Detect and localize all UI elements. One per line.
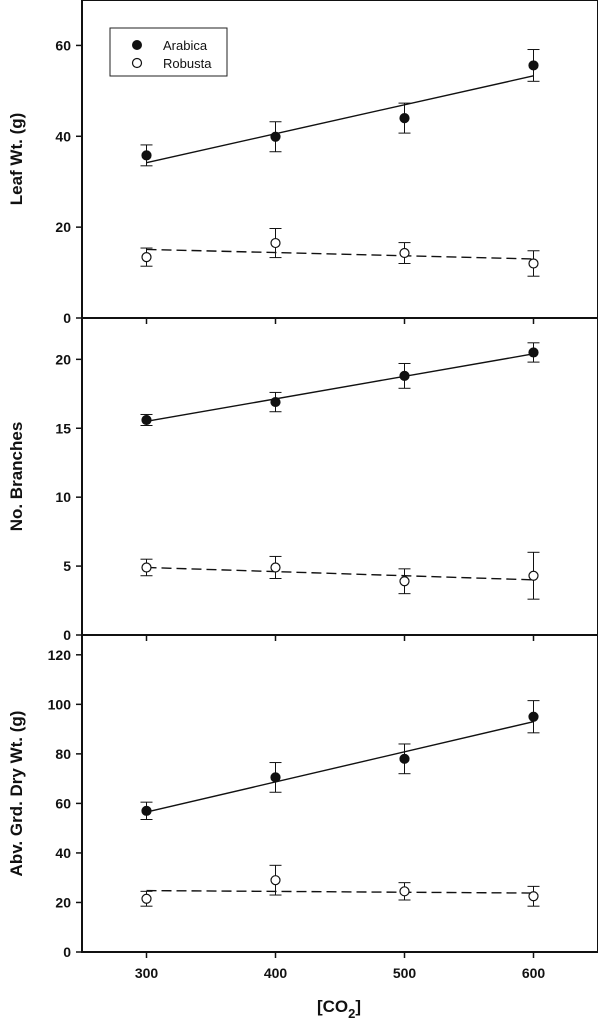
legend-label-arabica: Arabica bbox=[163, 38, 208, 53]
panel-1: 0 20 40 60 Leaf Wt. (g) bbox=[7, 0, 598, 326]
y-tick-label: 100 bbox=[48, 696, 72, 712]
legend-frame bbox=[109, 27, 228, 77]
arabica-data-point bbox=[399, 370, 410, 381]
y-tick-label: 0 bbox=[63, 627, 71, 643]
arabica-data-point bbox=[399, 113, 410, 124]
series-robusta bbox=[140, 551, 540, 600]
plot-frame bbox=[81, 634, 598, 953]
arabica-data-point bbox=[399, 753, 410, 764]
robusta-fit-line bbox=[146, 248, 534, 260]
robusta-data-point bbox=[528, 258, 539, 269]
robusta-fit-line bbox=[146, 566, 534, 581]
series-arabica bbox=[140, 49, 540, 167]
series-robusta bbox=[140, 864, 540, 907]
x-axis-title-close: ] bbox=[355, 997, 361, 1016]
panel-3: 0 20 40 60 80 100 120 300 400 500 600 Abv. Grd. Dry… bbox=[7, 634, 598, 981]
legend-marker-robusta bbox=[131, 57, 143, 69]
arabica-data-point bbox=[528, 711, 539, 722]
arabica-data-point bbox=[270, 131, 281, 142]
arabica-data-point bbox=[528, 60, 539, 71]
y-tick-label: 0 bbox=[63, 310, 71, 326]
robusta-data-point bbox=[270, 562, 281, 573]
x-axis-title: [CO2] bbox=[317, 997, 361, 1021]
robusta-data-point bbox=[270, 875, 281, 886]
arabica-data-point bbox=[141, 150, 152, 161]
robusta-data-point bbox=[528, 891, 539, 902]
y-axis-title: Leaf Wt. (g) bbox=[7, 113, 26, 206]
robusta-data-point bbox=[141, 893, 152, 904]
arabica-data-point bbox=[270, 396, 281, 408]
robusta-data-point bbox=[270, 237, 281, 249]
arabica-data-point bbox=[270, 772, 281, 783]
x-tick-label: 500 bbox=[393, 965, 417, 981]
y-tick-label: 20 bbox=[55, 219, 71, 235]
y-tick-label: 5 bbox=[63, 558, 71, 574]
legend: Arabica Robusta bbox=[109, 27, 228, 77]
series-robusta bbox=[140, 228, 540, 277]
arabica-data-point bbox=[141, 414, 152, 426]
arabica-fit-line bbox=[146, 353, 534, 423]
y-tick-label: 40 bbox=[55, 128, 71, 144]
y-tick-label: 0 bbox=[63, 944, 71, 960]
x-tick-label: 300 bbox=[135, 965, 159, 981]
y-axis-title: No. Branches bbox=[7, 422, 26, 532]
y-tick-label: 80 bbox=[55, 746, 71, 762]
arabica-fit-line bbox=[146, 720, 534, 813]
y-tick-label: 20 bbox=[55, 894, 71, 910]
plot-frame bbox=[81, 317, 598, 636]
arabica-data-point bbox=[141, 805, 152, 816]
robusta-data-point bbox=[399, 886, 410, 897]
robusta-data-point bbox=[141, 562, 152, 573]
robusta-data-point bbox=[141, 252, 152, 263]
x-tick-label: 400 bbox=[264, 965, 288, 981]
y-tick-label: 15 bbox=[55, 420, 71, 436]
y-tick-label: 120 bbox=[48, 647, 72, 663]
y-tick-label: 20 bbox=[55, 351, 71, 367]
robusta-data-point bbox=[399, 247, 410, 259]
robusta-data-point bbox=[528, 570, 539, 581]
robusta-data-point bbox=[399, 576, 410, 587]
panel-2: 0 5 10 15 20 No. Branches bbox=[7, 317, 598, 643]
x-tick-label: 600 bbox=[522, 965, 546, 981]
y-tick-label: 40 bbox=[55, 845, 71, 861]
y-tick-label: 60 bbox=[55, 37, 71, 53]
y-tick-label: 60 bbox=[55, 795, 71, 811]
legend-marker-arabica bbox=[132, 40, 142, 50]
series-arabica bbox=[140, 700, 540, 821]
legend-label-robusta: Robusta bbox=[163, 56, 212, 71]
arabica-fit-line bbox=[146, 75, 534, 164]
series-arabica bbox=[140, 342, 540, 427]
arabica-data-point bbox=[528, 347, 539, 358]
robusta-fit-line bbox=[146, 889, 534, 894]
x-axis-title-subscript: 2 bbox=[348, 1006, 355, 1021]
y-tick-label: 10 bbox=[55, 489, 71, 505]
y-axis-title: Abv. Grd. Dry Wt. (g) bbox=[7, 711, 26, 877]
